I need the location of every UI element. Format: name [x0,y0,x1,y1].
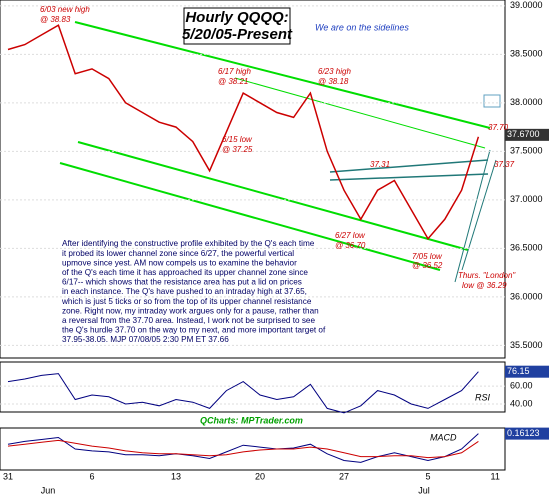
commentary-line: of the Q's each time it has approached i… [62,268,308,277]
title-box [183,7,291,45]
annotation: @ 37.25 [222,145,253,154]
x-tick-label: 5 [425,471,430,481]
annotation: low @ 36.29 [462,281,507,290]
status: We are on the sidelines [315,22,409,32]
last-value-label: 76.15 [507,366,530,376]
series-line [7,433,479,463]
macd-panel [0,427,506,471]
last-value-box [505,427,549,440]
annotation: 6/03 new high [40,5,90,14]
y-tick-label: 36.0000 [510,291,543,301]
footer: QCharts: MPTrader.com [200,415,303,425]
annotation: 37.70 [488,123,509,132]
commentary-line: it probed its lower channel zone since 6… [62,249,294,258]
series-line [7,24,480,240]
rsi-panel [0,361,506,413]
commentary-line: 37.95-38.05. MJP 07/08/05 2:30 PM ET 37.… [62,335,229,344]
last-value-box [505,365,549,378]
price-panel [0,0,506,359]
y-tick-label: 37.0000 [510,194,543,204]
icon [483,94,501,108]
annotation: 37.37 [494,160,515,169]
x-tick-label: 20 [255,471,265,481]
annotation: @ 36.70 [335,241,366,250]
commentary-line: zone. Right now, my intraday work argues… [62,306,319,315]
commentary-line: a reversal from the 37.70 area. Instead,… [62,316,315,325]
series-line [7,371,479,414]
last-value-label: 0.16123 [507,428,540,438]
annotation: 6/23 high [318,67,351,76]
commentary-line: in each instance. The Q's have pushed to… [62,287,307,296]
y-tick-label: 60.00 [510,380,533,390]
x-tick-label: 27 [339,471,349,481]
title: Hourly QQQQ: [185,9,288,26]
annotation: 7/05 low [412,252,443,261]
month-label: Jul [418,485,430,495]
commentary-line: 6/17-- which shows that the resistance a… [62,278,302,287]
annotation: @ 38.18 [318,77,349,86]
y-tick-label: 40.00 [510,398,533,408]
commentary-line: the Q's hurdle 37.70 on the way to my ne… [62,326,326,335]
annotation: 37.31 [370,160,390,169]
last-value-box [505,128,549,141]
commentary-line: upmove since yest. AM now compels us to … [62,258,297,267]
annotation: @ 38.21 [218,77,248,86]
y-tick-label: 39.0000 [510,0,543,10]
commentary-line: After identifying the constructive profi… [62,239,315,248]
x-tick-label: 31 [3,471,13,481]
annotation: Thurs. "London" [458,271,516,280]
month-label: Jun [41,485,56,495]
annotation: 6/17 high [218,67,251,76]
panel-label: MACD [430,432,457,442]
annotation: @ 38.83 [40,15,71,24]
channel-lines [59,21,491,271]
title: 5/20/05-Present [182,26,293,43]
last-value-label: 37.6700 [507,129,540,139]
series-line [7,439,479,459]
annotation: @ 36.52 [412,261,443,270]
annotation: 6/15 low [222,135,253,144]
annotation: 6/27 low [335,231,366,240]
y-tick-label: 37.5000 [510,146,543,156]
y-tick-label: 38.5000 [510,49,543,59]
y-tick-label: 38.0000 [510,97,543,107]
commentary-line: which is just 5 ticks or so from the top… [61,297,312,306]
resistance-lines [329,149,497,283]
y-tick-label: 36.5000 [510,243,543,253]
panel-label: RSI [475,392,491,402]
x-tick-label: 13 [171,471,181,481]
y-tick-label: 35.5000 [510,340,543,350]
x-tick-label: 6 [89,471,94,481]
x-tick-label: 11 [491,471,500,481]
